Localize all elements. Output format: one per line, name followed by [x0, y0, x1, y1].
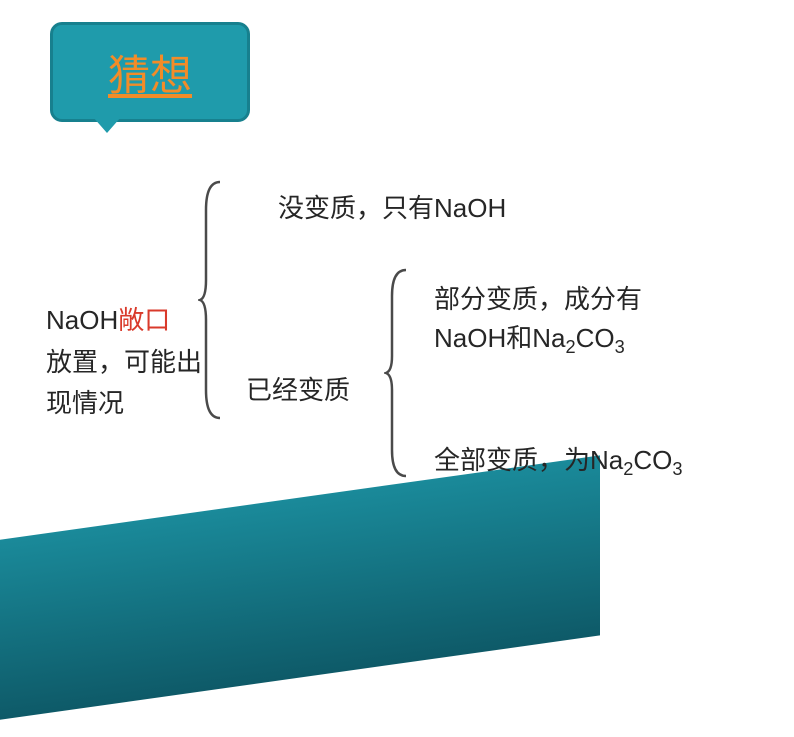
root-label: NaOH敞口 放置，可能出现情况 — [46, 300, 206, 425]
branch2a-sub1: 2 — [565, 337, 575, 357]
root-suffix: 放置，可能出现情况 — [46, 347, 202, 419]
title-callout: 猜想 — [50, 22, 250, 122]
branch-full: 全部变质，为Na2CO3 — [434, 440, 683, 480]
branch2b-pre: 全部变质，为Na — [434, 445, 623, 475]
branch2-label-text: 已经变质 — [246, 375, 350, 405]
title-text: 猜想 — [108, 42, 192, 103]
branch2a-sub2: 3 — [615, 337, 625, 357]
branch-no-change: 没变质，只有NaOH — [278, 188, 506, 225]
branch2b-mid: CO — [633, 445, 672, 475]
branch2b-sub2: 3 — [672, 459, 682, 479]
branch-partial: 部分变质，成分有 NaOH和Na2CO3 — [434, 280, 642, 361]
branch-changed-label: 已经变质 — [246, 370, 350, 407]
brace-1 — [198, 180, 228, 420]
branch2b-sub1: 2 — [623, 459, 633, 479]
branch2a-mid: CO — [576, 323, 615, 353]
root-prefix: NaOH — [46, 305, 118, 335]
branch1-text: 没变质，只有NaOH — [278, 193, 506, 223]
branch2a-line1: 部分变质，成分有 — [434, 284, 642, 314]
root-red: 敞口 — [118, 305, 170, 335]
branch2a-pre: NaOH和Na — [434, 323, 565, 353]
brace-2 — [384, 268, 414, 478]
